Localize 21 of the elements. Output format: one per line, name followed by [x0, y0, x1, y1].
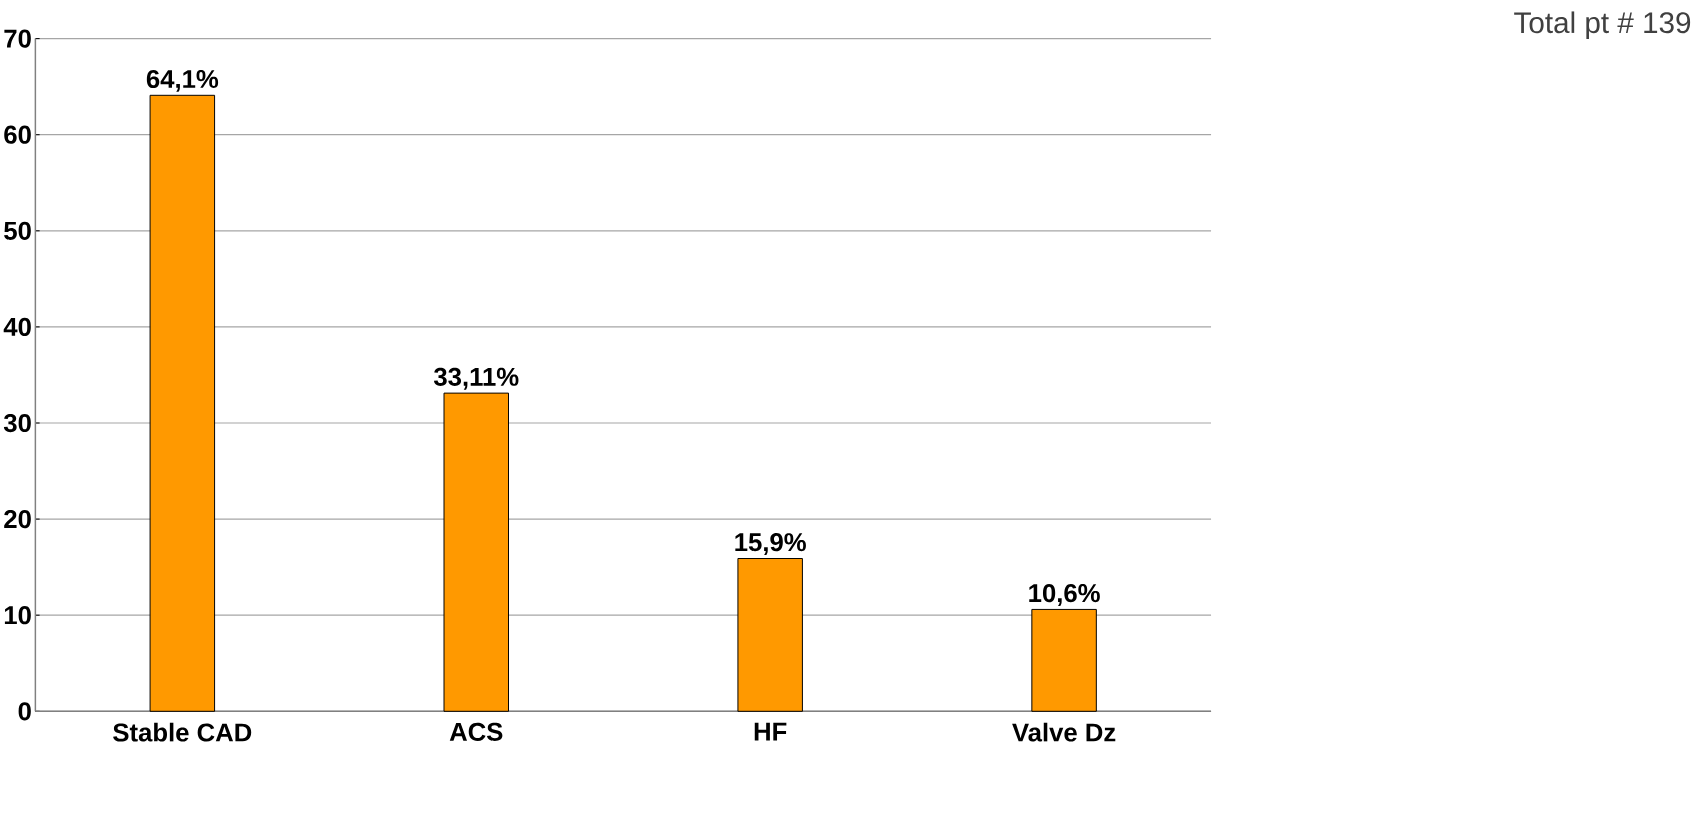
bar [149, 94, 216, 712]
y-tick-label: 60 [4, 125, 31, 144]
y-tick-label: 70 [4, 29, 31, 48]
y-tick-label: 40 [3, 317, 31, 336]
data-label: 33,11% [433, 367, 519, 390]
y-tick-label: 50 [4, 221, 31, 240]
data-label: 10,6% [1029, 583, 1100, 606]
data-label: 64,1% [146, 69, 219, 92]
data-label: 15,9% [735, 532, 806, 555]
y-tick-label: 20 [4, 509, 31, 528]
y-tick-label: 10 [4, 605, 31, 625]
x-tick-label: HF [754, 722, 787, 741]
x-tick-label: Stable CAD [113, 722, 252, 742]
y-tick-label: 30 [3, 413, 31, 432]
text: Total pt # 139 [1514, 11, 1691, 39]
bar [443, 392, 509, 712]
x-tick-label: ACS [449, 722, 503, 741]
bar [737, 557, 803, 712]
bar [1031, 608, 1097, 712]
y-tick-label: 0 [18, 701, 31, 721]
x-tick-label: Valve Dz [1012, 722, 1116, 742]
